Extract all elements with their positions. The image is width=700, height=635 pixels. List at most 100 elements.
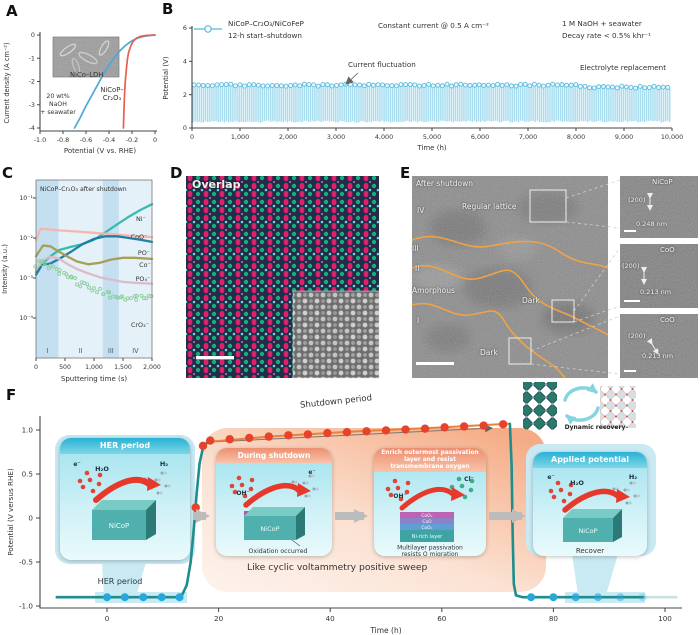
inset-connector-lines bbox=[530, 179, 621, 375]
scale-bar bbox=[624, 300, 640, 302]
molecule bbox=[232, 489, 238, 495]
card-title: HER period bbox=[60, 438, 190, 454]
region-III bbox=[102, 180, 119, 358]
molecule bbox=[77, 478, 83, 484]
amorphous-label: Amorphous bbox=[412, 286, 455, 295]
y-axis-label: Current density (A cm⁻²) bbox=[3, 42, 11, 123]
y-axis-label: Intensity (a.u.) bbox=[1, 244, 9, 294]
y-tick: -4 bbox=[29, 124, 35, 132]
panel-label-c: C bbox=[2, 164, 14, 182]
molecule bbox=[459, 483, 465, 489]
passivation-card: Enrich outermost passivation layer and r… bbox=[374, 448, 486, 556]
her-period-card: HER period e⁻ H₂O H₂ NiCoP bbox=[60, 438, 190, 560]
block-front bbox=[244, 516, 296, 540]
gas-molecule bbox=[625, 501, 629, 505]
molecule bbox=[392, 478, 398, 484]
panel-label-a: A bbox=[6, 2, 18, 20]
molecule bbox=[468, 487, 474, 493]
series-label: PO⁻ bbox=[138, 249, 150, 257]
x-tick: 1,000 bbox=[231, 133, 249, 141]
series-CoO⁻ bbox=[34, 227, 154, 241]
x-axis-label: Sputtering time (s) bbox=[61, 375, 127, 383]
gas-molecule bbox=[612, 487, 616, 491]
electrolyte-note-b: 1 M NaOH + seawater bbox=[562, 19, 642, 28]
region-label: I bbox=[46, 347, 48, 355]
inset2-name: CoO bbox=[660, 246, 675, 254]
inset1-plane: (200) bbox=[628, 196, 646, 204]
tem-image-group bbox=[411, 176, 698, 379]
region-IV bbox=[118, 180, 152, 358]
mol-label: Cl⁻ bbox=[464, 476, 474, 483]
region-label: III bbox=[108, 347, 114, 355]
gas-molecule bbox=[156, 491, 160, 495]
region-label: II bbox=[79, 347, 83, 355]
x-tick: 0 bbox=[153, 136, 157, 144]
y-tick: 4 bbox=[183, 58, 187, 66]
series-label: Co⁻ bbox=[139, 261, 151, 269]
molecule bbox=[388, 492, 394, 498]
y-tick: -1.0 bbox=[19, 601, 33, 610]
series-label: PO₄⁻ bbox=[136, 275, 151, 283]
molecule bbox=[229, 483, 235, 489]
sputtering-depth-chart: Ni⁻CoO⁻PO⁻Co⁻PO₄⁻CrO₃⁻I II III IV0 500 1,000 1… bbox=[1, 179, 161, 383]
x-axis-label: Time (h) bbox=[416, 144, 447, 152]
layer-label: CoO bbox=[422, 519, 432, 525]
region-iii-label: III bbox=[412, 244, 419, 253]
series-NiCoP–Cr₂O₃ bbox=[122, 34, 156, 129]
inset1-spacing: 0.248 nm bbox=[636, 220, 668, 228]
x-tick: -0.8 bbox=[57, 136, 69, 144]
her-card-art: e⁻ H₂O H₂ NiCoP bbox=[73, 460, 171, 540]
molecule bbox=[249, 477, 255, 483]
x-axis-label: Time (h) bbox=[369, 626, 401, 635]
block-top bbox=[92, 500, 156, 510]
x-tick: 20 bbox=[214, 614, 224, 623]
series-PO⁻ bbox=[34, 235, 154, 276]
y-tick: 0 bbox=[28, 513, 33, 522]
x-tick: 7,000 bbox=[519, 133, 537, 141]
block-top bbox=[563, 509, 622, 518]
molecule bbox=[90, 488, 96, 494]
passivation-layer bbox=[400, 518, 454, 524]
passivation-layer bbox=[400, 524, 454, 530]
x-tick: 3,000 bbox=[327, 133, 345, 141]
card-note: Multilayer passivation bbox=[397, 545, 463, 552]
phase-boundary-line bbox=[411, 265, 609, 336]
molecule bbox=[248, 486, 254, 492]
x-tick: 9,000 bbox=[615, 133, 633, 141]
series-label: CrO₃⁻ bbox=[131, 321, 149, 329]
x-tick: 2,000 bbox=[279, 133, 297, 141]
molecule bbox=[97, 472, 103, 478]
dark-label-1: Dark bbox=[522, 296, 540, 305]
atomic-overlap-image bbox=[186, 176, 380, 379]
shutdown-card-art: OH⁻e⁻CoOₓNiCoPOxidation occurred bbox=[229, 469, 319, 555]
mol-label: e⁻ bbox=[308, 469, 315, 476]
molecule bbox=[87, 477, 93, 483]
y-tick: -1 bbox=[29, 54, 35, 62]
mol-label: H₂O bbox=[95, 465, 109, 473]
overlap-label: Overlap bbox=[192, 178, 241, 191]
x-tick: 6,000 bbox=[471, 133, 489, 141]
inset3-spacing: 0.213 nm bbox=[642, 352, 674, 360]
molecule bbox=[551, 494, 557, 500]
voltage-cycles bbox=[191, 81, 671, 123]
x-tick: 2,000 bbox=[143, 364, 161, 371]
ni-rich-layer bbox=[400, 530, 454, 542]
y-tick: 6 bbox=[183, 24, 187, 32]
y-tick: 0 bbox=[183, 124, 187, 132]
molecule bbox=[80, 484, 86, 490]
molecule bbox=[239, 482, 245, 488]
dynamic-recovery-label: Dynamic recovery bbox=[564, 424, 626, 431]
x-tick: 100 bbox=[658, 614, 672, 623]
reaction-arrow bbox=[243, 482, 303, 508]
molecule bbox=[555, 480, 561, 486]
x-tick: 4,000 bbox=[375, 133, 393, 141]
y-tick: 10⁻⁴ bbox=[19, 315, 33, 322]
panel-label-e: E bbox=[400, 164, 411, 182]
legend-line2: 12-h start–shutdown bbox=[228, 31, 302, 40]
durability-chart: 0 1,000 2,000 3,000 4,000 5,000 6,000 7,000 8,00… bbox=[162, 24, 683, 152]
x-tick: 500 bbox=[59, 364, 71, 371]
molecule bbox=[385, 486, 391, 492]
gas-molecule bbox=[154, 478, 158, 482]
oxide-crystal-structure bbox=[600, 386, 636, 428]
